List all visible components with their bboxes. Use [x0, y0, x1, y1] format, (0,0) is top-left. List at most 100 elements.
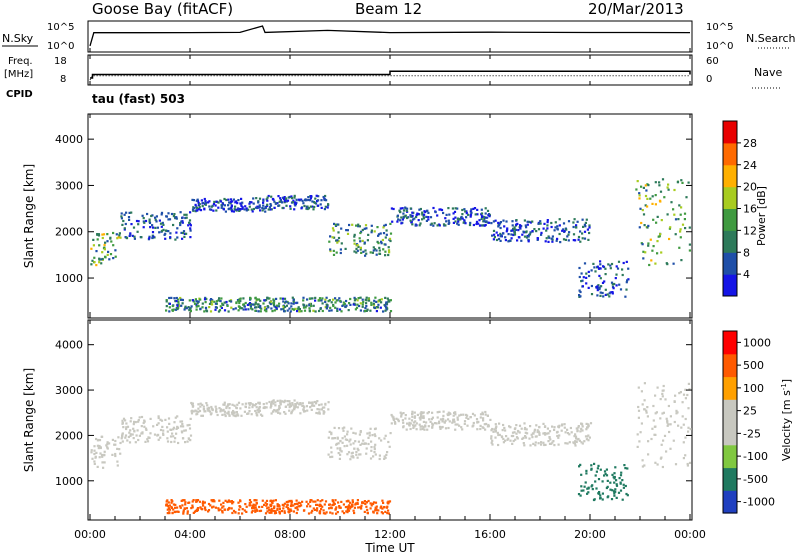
- scatter-point-6: [526, 223, 529, 226]
- scatter-point-9: [362, 501, 365, 505]
- scatter-point-1: [175, 216, 178, 219]
- scatter-point-1: [159, 222, 163, 225]
- scatter-point-9: [181, 302, 184, 305]
- scatter-point-9: [258, 509, 261, 513]
- scatter-point-4: [361, 442, 364, 445]
- scatter-point-6: [518, 431, 521, 434]
- scatter-point-5: [413, 217, 416, 220]
- scatter-point-6: [586, 228, 589, 231]
- scatter-point-6: [542, 227, 545, 230]
- scatter-point-4: [353, 447, 356, 450]
- scatter-point-1: [134, 421, 137, 424]
- scatter-point-9: [232, 308, 235, 311]
- scatter-point-5: [413, 416, 416, 419]
- scatter-point-2: [221, 203, 225, 206]
- scatter-point-6: [531, 432, 535, 435]
- scatter-point-5: [396, 220, 399, 223]
- scatter-point-6: [585, 422, 588, 425]
- scatter-point-6: [586, 426, 589, 429]
- scatter-point-6: [562, 238, 566, 241]
- scatter-point-4: [332, 249, 335, 252]
- scatter-point-1: [140, 236, 143, 239]
- scatter-point-9: [330, 301, 333, 304]
- scatter-point-6: [567, 233, 570, 236]
- scatter-point-9: [170, 506, 173, 509]
- scatter-point-6: [558, 218, 561, 221]
- freq-line: [90, 70, 691, 79]
- scatter-point-2: [239, 202, 242, 205]
- scatter-point-0: [101, 251, 104, 254]
- scatter-point-6: [526, 432, 529, 435]
- scatter-point-7: [604, 293, 607, 296]
- scatter-point-3: [320, 403, 323, 406]
- scatter-point-7: [625, 260, 628, 263]
- scatter-point-7: [615, 273, 618, 276]
- scatter-point-6: [529, 231, 532, 234]
- scatter-point-9: [244, 301, 247, 305]
- scatter-point-9: [242, 308, 245, 311]
- scatter-point-9: [313, 508, 317, 511]
- scatter-point-3: [268, 400, 271, 404]
- scatter-point-9: [180, 304, 183, 307]
- x-tick-label: 00:00: [74, 528, 106, 541]
- scatter-point-5: [418, 423, 421, 426]
- scatter-point-8: [643, 408, 646, 411]
- scatter-point-6: [492, 238, 495, 241]
- scatter-point-9: [174, 510, 177, 513]
- scatter-point-8: [641, 209, 644, 212]
- colorbar-swatch: [723, 353, 737, 378]
- scatter-point-7: [588, 274, 591, 278]
- scatter-point-1: [151, 224, 154, 227]
- scatter-point-2: [264, 205, 267, 209]
- scatter-point-9: [362, 301, 365, 304]
- scatter-point-8: [654, 461, 657, 464]
- scatter-point-4: [388, 445, 391, 448]
- scatter-point-9: [347, 499, 350, 502]
- scatter-point-7: [603, 280, 606, 283]
- scatter-point-8: [656, 252, 659, 255]
- scatter-point-9: [273, 512, 277, 515]
- scatter-point-1: [128, 218, 131, 221]
- scatter-point-9: [365, 305, 368, 308]
- scatter-point-2: [262, 204, 265, 207]
- scatter-point-2: [197, 410, 200, 413]
- scatter-point-9: [380, 298, 383, 301]
- scatter-point-6: [491, 443, 494, 446]
- scatter-point-9: [334, 306, 337, 309]
- scatter-point-4: [382, 248, 385, 251]
- scatter-point-6: [491, 427, 494, 431]
- scatter-point-4: [359, 248, 362, 251]
- scatter-point-0: [106, 443, 109, 446]
- scatter-point-3: [302, 408, 305, 411]
- scatter-point-0: [98, 446, 101, 449]
- scatter-point-3: [306, 206, 309, 210]
- scatter-point-0: [90, 247, 93, 250]
- scatter-point-4: [355, 453, 358, 456]
- scatter-point-2: [243, 208, 246, 211]
- scatter-point-9: [384, 296, 387, 299]
- scatter-point-2: [256, 206, 259, 210]
- scatter-point-9: [339, 506, 342, 509]
- scatter-point-9: [259, 299, 262, 302]
- scatter-point-1: [137, 420, 140, 423]
- scatter-point-0: [95, 437, 98, 441]
- scatter-point-4: [383, 455, 386, 458]
- scatter-point-1: [181, 216, 184, 220]
- scatter-point-9: [211, 506, 214, 509]
- scatter-point-9: [381, 499, 384, 502]
- scatter-point-5: [465, 216, 468, 219]
- scatter-point-6: [539, 220, 542, 223]
- scatter-point-9: [222, 303, 225, 306]
- scatter-point-8: [657, 235, 660, 238]
- scatter-point-2: [234, 205, 237, 208]
- scatter-point-6: [510, 434, 513, 438]
- scatter-point-2: [191, 208, 195, 211]
- scatter-point-3: [281, 206, 284, 210]
- scatter-point-6: [544, 425, 547, 428]
- scatter-point-6: [513, 228, 516, 231]
- scatter-point-5: [425, 215, 428, 218]
- scatter-point-8: [672, 208, 675, 211]
- scatter-point-7: [586, 487, 589, 490]
- scatter-point-1: [155, 220, 158, 223]
